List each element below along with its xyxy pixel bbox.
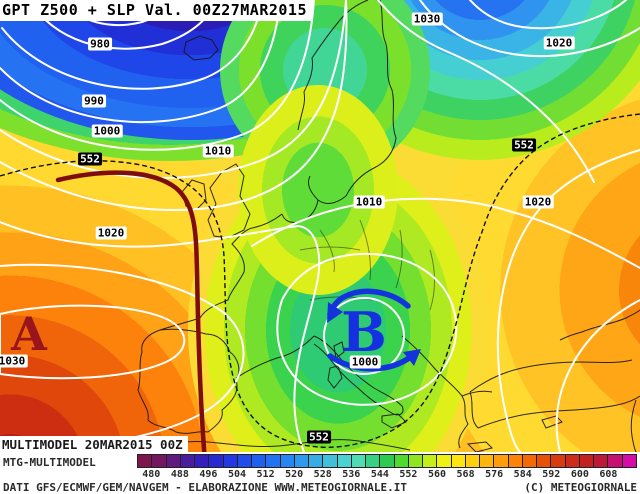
slp-isobar-label: 1010: [353, 195, 385, 209]
colorbar-tick-label: 528: [313, 469, 332, 480]
colorbar-tick-label: 520: [285, 469, 304, 480]
colorbar-cell: [351, 455, 366, 467]
colorbar-cell: [622, 455, 636, 467]
colorbar-tick-label: 488: [170, 469, 189, 480]
colorbar-cell: [465, 455, 480, 467]
colorbar-tick-label: 560: [427, 469, 447, 480]
z500-colorbar: [137, 454, 637, 468]
colorbar-cell: [579, 455, 594, 467]
front-line: [55, 170, 207, 452]
colorbar-tick-label: 600: [570, 469, 589, 480]
colorbar-tick-label: 568: [456, 469, 475, 480]
colorbar-tick-label: 608: [599, 469, 618, 480]
colorbar-cell: [480, 455, 495, 467]
copyright: (C) METEOGIORNALE: [524, 481, 637, 494]
colorbar-tick-label: 496: [199, 469, 218, 480]
data-credit: DATI GFS/ECMWF/GEM/NAVGEM - ELABORAZIONE…: [3, 481, 407, 494]
colorbar-cell: [522, 455, 537, 467]
slp-isobar-label: 1020: [543, 36, 575, 50]
model-run-text: MULTIMODEL 20MAR2015 00Z: [2, 437, 183, 452]
colorbar-tick-label: 552: [399, 469, 418, 480]
colorbar-cell: [608, 455, 623, 467]
colorbar-cell: [423, 455, 438, 467]
colorbar-cell: [280, 455, 295, 467]
slp-isobar-label: 980: [88, 37, 112, 51]
colorbar-cell: [337, 455, 352, 467]
legend-footer: MTG-MULTIMODEL 480 488 496 504 512 520 528 536 5…: [0, 452, 640, 494]
colorbar-tick-label: 592: [542, 469, 561, 480]
cyclonic-rotation-arrows: [327, 288, 421, 372]
high-pressure-marker: A: [11, 307, 47, 362]
slp-isobar-label: 990: [82, 94, 106, 108]
colorbar-cell: [266, 455, 281, 467]
colorbar-cell: [380, 455, 395, 467]
colorbar-tick-label: 544: [370, 469, 389, 480]
colorbar-cell: [565, 455, 580, 467]
colorbar-tick-label: 576: [485, 469, 504, 480]
colorbar-tick-label: 584: [513, 469, 532, 480]
map-title-text: GPT Z500 + SLP Val. 00Z27MAR2015: [2, 1, 307, 19]
z500-contour-label: 552: [307, 430, 331, 444]
model-run-label: MULTIMODEL 20MAR2015 00Z: [0, 436, 188, 453]
colorbar-cell: [366, 455, 381, 467]
low-pressure-marker: B: [341, 299, 387, 364]
colorbar-cell: [223, 455, 238, 467]
slp-isobar-label: 1000: [349, 355, 381, 369]
colorbar-tick-label: 536: [342, 469, 361, 480]
colorbar-cell: [494, 455, 509, 467]
slp-isobar-label: 1020: [522, 195, 554, 209]
colorbar-cell: [294, 455, 309, 467]
map-canvas: 980 990 1000 1010 1010 1020 1020 1020 1030 1030 10…: [0, 0, 640, 452]
colorbar-cell: [152, 455, 167, 467]
z500-contour-label: 552: [512, 138, 536, 152]
colorbar-cell: [180, 455, 195, 467]
colorbar-tick-label: 504: [227, 469, 247, 480]
colorbar-cell: [508, 455, 523, 467]
colorbar-cell: [309, 455, 324, 467]
arrow-lower: [327, 353, 415, 372]
slp-isobars: [0, 0, 640, 452]
colorbar-cell: [195, 455, 210, 467]
colorbar-cell: [537, 455, 552, 467]
slp-isobar-label: 1020: [95, 226, 127, 240]
map-art: [0, 0, 640, 452]
colorbar-cell: [594, 455, 609, 467]
slp-isobar-label: 1030: [411, 12, 443, 26]
slp-isobar-label: 1030: [0, 354, 28, 368]
colorbar-tick-label: 480: [142, 469, 161, 480]
model-name-label: MTG-MULTIMODEL: [3, 456, 96, 469]
colorbar-cell: [209, 455, 224, 467]
colorbar-tick-label: 512: [256, 469, 275, 480]
colorbar-cell: [237, 455, 252, 467]
colorbar-cell: [451, 455, 466, 467]
slp-isobar-label: 1000: [91, 124, 123, 138]
arrow-upper-head: [327, 302, 343, 323]
colorbar-cell: [323, 455, 338, 467]
colorbar-cell: [138, 455, 153, 467]
z500-552-contour-line: [0, 113, 640, 448]
slp-isobar-label: 1010: [202, 144, 234, 158]
colorbar-cell: [551, 455, 566, 467]
colorbar-cell: [394, 455, 409, 467]
colorbar-cell: [166, 455, 181, 467]
colorbar-cell: [437, 455, 452, 467]
colorbar-ticks: 480 488 496 504 512 520 528 536 544 552 560 568 576 5…: [0, 469, 640, 480]
colorbar-cell: [408, 455, 423, 467]
colorbar-cell: [252, 455, 267, 467]
arrow-lower-head: [403, 349, 421, 366]
z500-contour-label: 552: [78, 152, 102, 166]
map-title: GPT Z500 + SLP Val. 00Z27MAR2015: [0, 0, 313, 21]
